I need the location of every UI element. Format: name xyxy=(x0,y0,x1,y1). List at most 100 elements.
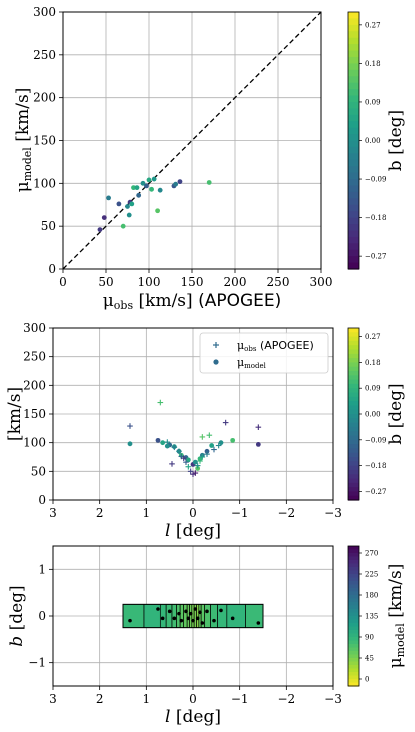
x-tick-label: −1 xyxy=(231,692,249,706)
y-tick-label: 250 xyxy=(33,48,56,62)
colorbar-tick-label: 270 xyxy=(365,550,378,558)
heatmap-cell xyxy=(245,603,264,629)
colorbar-segment xyxy=(348,647,359,652)
legend-box xyxy=(199,332,329,374)
colorbar-segment xyxy=(348,108,359,116)
colorbar-segment xyxy=(348,567,359,572)
x-axis-label: l [deg] xyxy=(165,521,221,541)
colorbar-tick-label: 0 xyxy=(365,676,369,684)
field-center-point xyxy=(128,618,132,623)
y-tick-label: 50 xyxy=(41,219,56,233)
colorbar-segment xyxy=(348,121,359,129)
colorbar-tick-label: 135 xyxy=(365,613,378,621)
model-point xyxy=(255,441,261,447)
y-tick-label: 300 xyxy=(23,321,46,335)
colorbar-segment xyxy=(348,362,359,368)
y-tick-label: 200 xyxy=(33,91,56,105)
observed-point xyxy=(157,399,164,406)
heatmap-cell xyxy=(204,603,211,629)
colorbar-segment xyxy=(348,448,359,454)
data-point xyxy=(97,227,103,232)
observed-point xyxy=(169,461,175,467)
colorbar-segment xyxy=(348,431,359,437)
colorbar-segment xyxy=(348,560,359,565)
x-tick-label: −2 xyxy=(277,506,295,520)
model-point xyxy=(209,443,215,448)
colorbar-segment xyxy=(348,444,359,449)
colorbar-label: μmodel [km/s] xyxy=(386,564,407,669)
y-tick-label: 300 xyxy=(33,5,56,19)
y-tick-label: 50 xyxy=(31,464,46,478)
colorbar-segment xyxy=(348,665,359,670)
y-tick-label: 150 xyxy=(23,407,46,421)
colorbar-segment xyxy=(348,414,359,419)
colorbar-segment xyxy=(348,204,359,212)
x-tick-label: 0 xyxy=(59,275,67,289)
colorbar-segment xyxy=(348,452,359,458)
data-point xyxy=(140,180,146,186)
heatmap-cell xyxy=(171,603,178,629)
y-tick-label: 1 xyxy=(38,562,46,576)
colorbar-tick-label: 0.00 xyxy=(365,137,381,145)
x-tick-label: 3 xyxy=(49,692,57,706)
data-point xyxy=(206,180,212,185)
field-center-point xyxy=(205,609,209,614)
colorbar-tick-label: 0.27 xyxy=(365,21,381,29)
axes-frame xyxy=(52,327,334,501)
colorbar-segment xyxy=(348,679,359,684)
colorbar-segment xyxy=(348,332,359,338)
heatmap-cell xyxy=(191,603,195,629)
observed-point xyxy=(211,446,217,453)
colorbar-segment xyxy=(348,612,359,617)
heatmap-cell xyxy=(159,603,167,629)
model-point xyxy=(164,443,170,449)
colorbar-segment xyxy=(348,658,359,663)
observed-point xyxy=(222,419,229,426)
data-point xyxy=(146,177,152,183)
colorbar-segment xyxy=(348,127,359,135)
colorbar-segment xyxy=(348,409,359,415)
colorbar-segment xyxy=(348,605,359,610)
colorbar-segment xyxy=(348,349,359,355)
colorbar-segment xyxy=(348,256,359,264)
colorbar-tick-label: 0.27 xyxy=(365,333,381,341)
colorbar-tick-label: 0.18 xyxy=(365,60,381,68)
field-center-point xyxy=(198,610,202,615)
colorbar-segment xyxy=(348,563,359,568)
heatmap-cell xyxy=(183,603,188,629)
colorbar-tick-label: −0.18 xyxy=(365,214,386,222)
colorbar-segment xyxy=(348,76,359,84)
heatmap-cell xyxy=(179,603,185,629)
colorbar-segment xyxy=(348,101,359,109)
colorbar-label: b [deg] xyxy=(386,383,406,444)
x-tick-label: −3 xyxy=(324,506,342,520)
panel-3-axes: 3 2 1 0 −1 −2 −3 −1 0 1 l [deg] b [deg] xyxy=(7,545,342,727)
colorbar-tick-label: 225 xyxy=(365,571,378,579)
x-tick-label: 3 xyxy=(49,506,57,520)
colorbar-segment xyxy=(348,366,359,372)
y-tick-label: 200 xyxy=(23,378,46,392)
colorbar-tick-label: −0.09 xyxy=(365,436,386,444)
data-point xyxy=(125,204,130,209)
field-center-point xyxy=(156,607,160,611)
colorbar-segment xyxy=(348,616,359,621)
colorbar-segment xyxy=(348,358,359,363)
colorbar-segment xyxy=(348,249,359,257)
x-axis-label: μobs [km/s] (APOGEE) xyxy=(103,291,282,312)
colorbar-tick-label: 0.09 xyxy=(365,385,381,393)
colorbar-segment xyxy=(348,236,359,244)
colorbar-segment xyxy=(348,491,359,497)
colorbar-tick-label: −0.18 xyxy=(365,462,386,470)
colorbar-segment xyxy=(348,591,359,596)
legend-entry-observed: μobs (APOGEE) xyxy=(237,339,314,353)
colorbar-segment xyxy=(348,371,359,376)
colorbar-segment xyxy=(348,31,359,39)
x-tick-label: 300 xyxy=(310,275,333,289)
colorbar-segment xyxy=(348,588,359,593)
colorbar-tick-label: −0.27 xyxy=(365,488,386,496)
colorbar-segment xyxy=(348,574,359,579)
colorbar-segment xyxy=(348,570,359,575)
colorbar-tick-label: 45 xyxy=(365,655,374,663)
observed-point xyxy=(199,434,206,440)
